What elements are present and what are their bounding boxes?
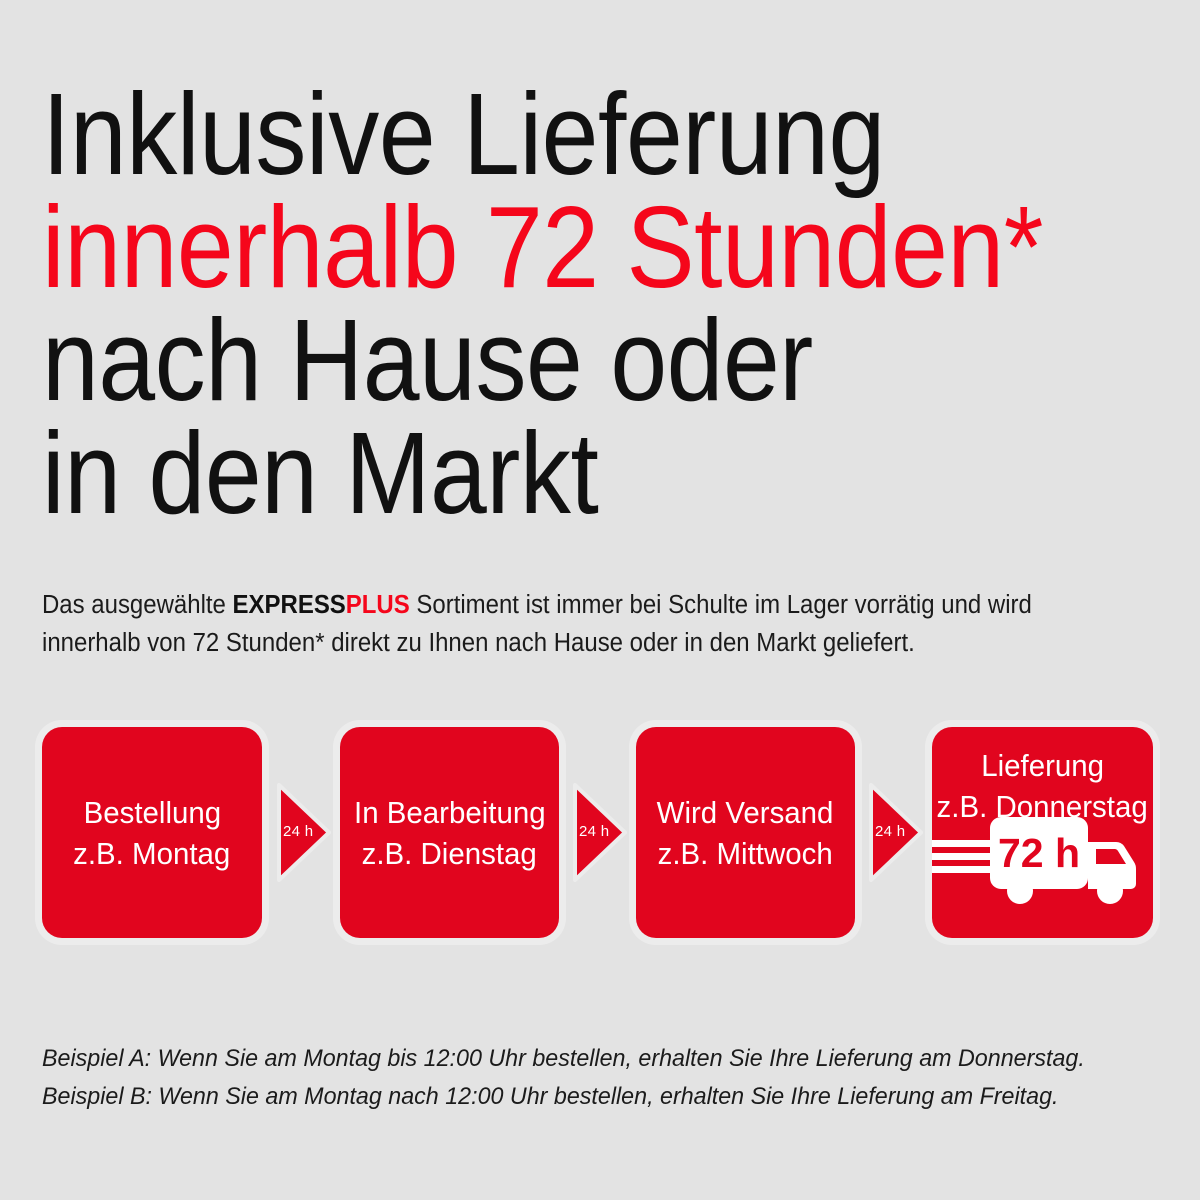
flow-step-2-line1: In Bearbeitung [353,794,546,830]
lead-part-1: Das ausgewählte [42,590,233,619]
brand-express: EXPRESS [232,590,346,619]
flow-step-3-line2: z.B. Mittwoch [657,835,834,871]
examples-block: Beispiel A: Wenn Sie am Montag bis 12:00… [42,1040,1152,1116]
flow-arrow-1-label: 24 h [283,823,314,840]
flow-arrow-2-label: 24 h [579,823,610,840]
brand-plus: PLUS [345,590,410,619]
flow-step-bestellung[interactable]: Bestellung z.B. Montag [42,727,262,938]
flow-step-in-bearbeitung[interactable]: In Bearbeitung z.B. Dienstag [340,727,559,938]
flow-step-2-line2: z.B. Dienstag [361,835,538,871]
arrow-right-icon [573,783,627,882]
delivery-truck-icon: 72 h [932,817,1137,904]
arrow-right-icon [869,783,923,882]
example-a-line: Beispiel A: Wenn Sie am Montag bis 12:00… [42,1045,1085,1072]
flow-step-4-line1: Lieferung [981,748,1104,783]
lead-paragraph: Das ausgewählte EXPRESSPLUS Sortiment is… [42,586,1087,662]
headline-line-3: nach Hause oder [42,295,813,425]
headline-line-4: in den Markt [42,408,599,538]
flow-step-3-line1: Wird Versand [657,794,834,830]
flow-step-1-line2: z.B. Montag [73,835,231,871]
lead-part-2: Sortiment ist immer bei Schulte im Lager… [42,590,1032,657]
arrow-right-icon [277,783,331,882]
truck-hours-label: 72 h [998,830,1080,876]
headline-line-2-accent: innerhalb 72 Stunden* [42,182,1044,312]
example-b-line: Beispiel B: Wenn Sie am Montag nach 12:0… [42,1083,1059,1110]
headline-block: Inklusive Lieferung innerhalb 72 Stunden… [42,69,1162,538]
flow-step-wird-versand[interactable]: Wird Versand z.B. Mittwoch [636,727,855,938]
truck-icon-wrap: 72 h [932,809,1153,909]
flow-arrow-1: 24 h [277,783,331,882]
flow-arrow-2: 24 h [573,783,627,882]
flow-step-1-line1: Bestellung [83,794,221,830]
flow-arrow-3-label: 24 h [875,823,906,840]
flow-step-lieferung[interactable]: Lieferung z.B. Donnerstag [932,727,1153,938]
headline-line-1: Inklusive Lieferung [42,69,885,199]
flow-arrow-3: 24 h [869,783,923,882]
